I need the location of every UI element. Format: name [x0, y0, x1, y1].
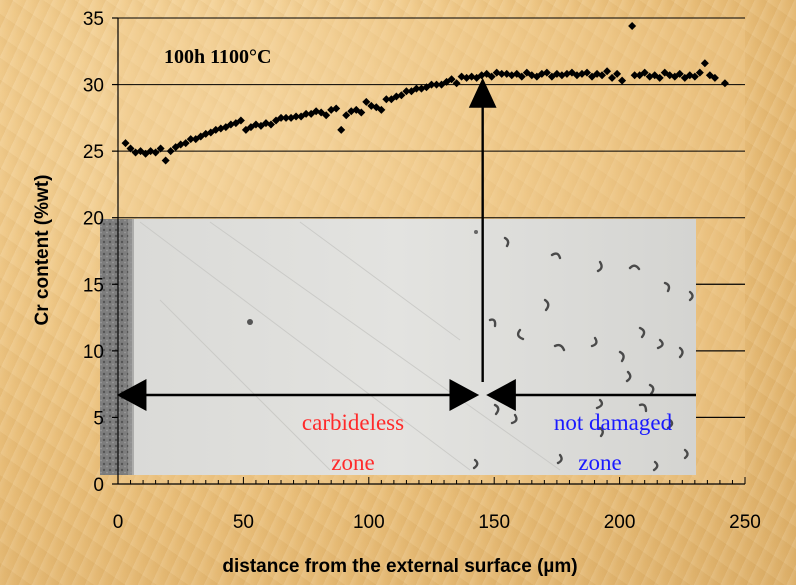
- grid-stubs-right: [696, 283, 745, 418]
- data-point: [695, 68, 704, 77]
- x-tick-label: 50: [233, 512, 254, 533]
- y-tick-label: 10: [83, 342, 104, 363]
- data-point: [166, 147, 175, 156]
- data-point: [710, 73, 719, 82]
- y-tick-label: 30: [83, 76, 104, 97]
- not-damaged-zone-label-line2: zone: [578, 450, 621, 475]
- data-point: [216, 124, 225, 133]
- y-tick-label: 5: [93, 408, 104, 429]
- data-point: [675, 69, 684, 78]
- data-point: [322, 111, 331, 120]
- data-point: [618, 76, 627, 85]
- data-point: [161, 156, 170, 165]
- data-point: [432, 80, 441, 89]
- data-point: [302, 109, 311, 118]
- x-minor-ticks: [117, 477, 746, 484]
- data-point: [630, 71, 639, 80]
- data-point: [655, 73, 664, 82]
- data-point: [613, 69, 622, 78]
- data-point: [236, 116, 245, 125]
- data-point: [452, 79, 461, 88]
- data-point: [542, 68, 551, 77]
- data-point: [412, 84, 421, 93]
- data-point: [357, 108, 366, 117]
- y-tick-label: 0: [93, 475, 104, 496]
- x-tick-label: 100: [353, 512, 385, 533]
- micrograph-image: [100, 219, 696, 475]
- data-point: [720, 79, 729, 88]
- data-point: [362, 97, 371, 106]
- data-point: [497, 69, 506, 78]
- data-points: [121, 21, 729, 165]
- x-tick-label: 200: [604, 512, 636, 533]
- data-point: [608, 73, 617, 82]
- y-tick-label: 20: [83, 209, 104, 230]
- data-point: [126, 144, 135, 153]
- data-point: [487, 72, 496, 81]
- carbideless-zone-label-line2: zone: [331, 450, 374, 475]
- data-point: [690, 72, 699, 81]
- data-point: [151, 148, 160, 157]
- y-axis-ticks: 0 5 10 15 20 25 30 35: [83, 9, 118, 496]
- data-point: [292, 112, 301, 121]
- data-point: [342, 111, 351, 120]
- data-point: [156, 144, 165, 153]
- carbideless-zone-label-line1: carbideless: [302, 410, 404, 435]
- y-axis-title: Cr content (%wt): [32, 175, 53, 326]
- data-point: [277, 113, 286, 122]
- data-point: [181, 139, 190, 148]
- data-point: [282, 113, 291, 122]
- data-point: [186, 135, 195, 144]
- arrowhead: [468, 77, 497, 108]
- not-damaged-zone-label-line1: not damaged: [554, 410, 673, 435]
- data-point: [397, 91, 406, 100]
- condition-annotation: 100h 1100°C: [164, 46, 271, 68]
- data-point: [427, 80, 436, 89]
- x-tick-label: 250: [729, 512, 761, 533]
- data-point: [332, 104, 341, 113]
- data-point: [628, 21, 637, 30]
- data-point: [640, 68, 649, 77]
- x-tick-label: 0: [113, 512, 124, 533]
- data-point: [121, 139, 130, 148]
- data-point: [700, 59, 709, 68]
- data-point: [402, 87, 411, 96]
- y-tick-label: 25: [83, 142, 104, 163]
- data-point: [598, 71, 607, 80]
- data-point: [337, 125, 346, 134]
- x-axis-title: distance from the external surface (µm): [222, 556, 577, 577]
- x-axis-ticks: 0 50 100 150 200 250: [113, 512, 761, 533]
- y-tick-label: 15: [83, 275, 104, 296]
- arrowhead: [116, 378, 147, 412]
- y-tick-label: 35: [83, 9, 104, 30]
- data-point: [382, 95, 391, 104]
- data-point: [447, 75, 456, 84]
- data-point: [603, 67, 612, 76]
- zone-arrows: [116, 77, 696, 412]
- x-tick-label: 150: [478, 512, 510, 533]
- data-point: [266, 120, 275, 129]
- data-point: [517, 72, 526, 81]
- arrowhead: [449, 378, 480, 412]
- data-point: [582, 68, 591, 77]
- data-point: [377, 105, 386, 114]
- arrowhead: [486, 378, 516, 412]
